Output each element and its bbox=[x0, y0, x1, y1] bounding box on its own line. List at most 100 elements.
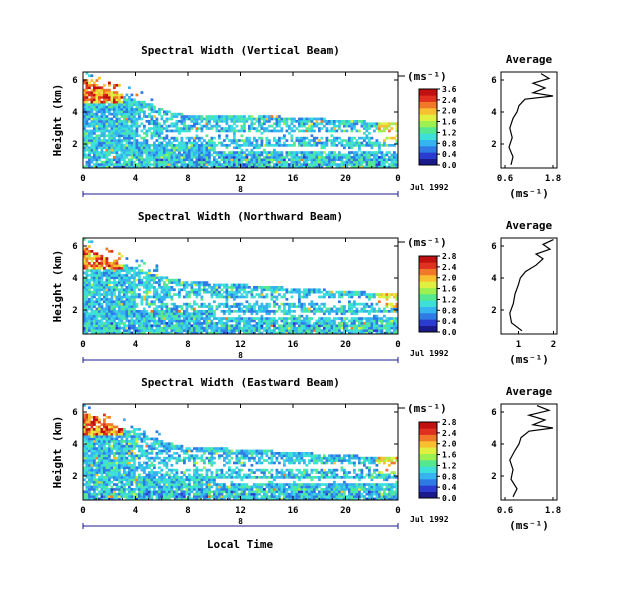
average-title: Average bbox=[506, 53, 553, 66]
x-tick-label: 16 bbox=[288, 340, 299, 350]
colorbar-swatch bbox=[419, 287, 437, 295]
colorbar-swatch bbox=[419, 428, 437, 435]
colorbar-tick-label: 2.0 bbox=[442, 440, 457, 449]
colorbar-tick-label: 0.8 bbox=[442, 472, 457, 481]
date-label: Jul 1992 bbox=[410, 515, 449, 524]
colorbar-swatch bbox=[419, 133, 437, 140]
colorbar-swatch bbox=[419, 268, 437, 276]
colorbar-swatch bbox=[419, 491, 437, 499]
x-tick-label: 0 bbox=[395, 506, 400, 516]
average-x-label: (ms⁻¹) bbox=[509, 187, 549, 200]
colorbar-tick-label: 1.2 bbox=[442, 461, 457, 470]
average-x-label: (ms⁻¹) bbox=[509, 353, 549, 366]
date-label: Jul 1992 bbox=[410, 183, 449, 192]
colorbar-swatch bbox=[419, 325, 437, 333]
colorbar-swatch bbox=[419, 139, 437, 147]
colorbar-swatch bbox=[419, 158, 437, 166]
average-y-tick-label: 6 bbox=[491, 408, 496, 418]
y-axis-label: Height (km) bbox=[51, 250, 64, 323]
y-axis-label: Height (km) bbox=[51, 416, 64, 489]
x-tick-label: 4 bbox=[133, 506, 139, 516]
colorbar-tick-label: 1.6 bbox=[442, 118, 457, 127]
colorbar-tick-label: 1.2 bbox=[442, 295, 457, 304]
colorbar-swatch bbox=[419, 447, 437, 454]
average-y-tick-label: 2 bbox=[491, 140, 496, 150]
average-x-label: (ms⁻¹) bbox=[509, 519, 549, 532]
colorbar-swatch bbox=[419, 479, 437, 486]
y-tick-label: 6 bbox=[72, 408, 77, 418]
colorbar-tick-label: 2.8 bbox=[442, 418, 457, 427]
x-tick-label: 4 bbox=[133, 340, 139, 350]
colorbar-unit: (ms⁻¹) bbox=[407, 236, 447, 249]
x-tick-label: 20 bbox=[340, 174, 351, 184]
colorbar-tick-label: 2.4 bbox=[442, 429, 457, 438]
colorbar-frame bbox=[418, 421, 438, 499]
colorbar-swatch bbox=[419, 313, 437, 320]
panel-1: Spectral Width (Vertical Beam)0 4 8 12 16 20 0… bbox=[51, 44, 561, 200]
average-x-tick-label: 1.8 bbox=[545, 174, 561, 184]
panels: Spectral Width (Vertical Beam)0 4 8 12 16 20 0… bbox=[51, 44, 561, 532]
average-y-tick-label: 4 bbox=[491, 274, 497, 284]
y-tick-label: 4 bbox=[72, 108, 78, 118]
y-tick-label: 2 bbox=[72, 472, 77, 482]
average-x-tick-label: 1.8 bbox=[545, 506, 561, 516]
colorbar-tick-label: 1.2 bbox=[442, 128, 457, 137]
x-tick-label: 0 bbox=[395, 174, 400, 184]
x-tick-label: 16 bbox=[288, 174, 299, 184]
x-tick-label: 8 bbox=[185, 506, 190, 516]
y-tick-label: 6 bbox=[72, 76, 77, 86]
y-tick-label: 4 bbox=[72, 274, 78, 284]
colorbar-swatch bbox=[419, 466, 437, 473]
colorbar-unit: (ms⁻¹) bbox=[407, 402, 447, 415]
colorbar-tick-label: 0.4 bbox=[442, 150, 457, 159]
colorbar-swatch bbox=[419, 472, 437, 480]
colorbar-tick-label: 0.0 bbox=[442, 328, 457, 337]
y-tick-label: 2 bbox=[72, 140, 77, 150]
average-x-tick-label: 0.6 bbox=[497, 506, 513, 516]
average-frame bbox=[500, 71, 558, 169]
colorbar-swatch bbox=[419, 127, 437, 134]
average-x-tick-label: 2 bbox=[551, 340, 556, 350]
colorbar-swatch bbox=[419, 101, 437, 109]
colorbar-tick-label: 2.0 bbox=[442, 274, 457, 283]
x-tick-label: 0 bbox=[80, 340, 85, 350]
day-marker-label: 8 bbox=[238, 517, 243, 526]
colorbar-tick-label: 0.8 bbox=[442, 306, 457, 315]
day-marker-label: 8 bbox=[238, 185, 243, 194]
x-tick-label: 12 bbox=[235, 506, 246, 516]
colorbar-swatch bbox=[419, 256, 437, 263]
colorbar-tick-label: 2.4 bbox=[442, 96, 457, 105]
average-x-tick-label: 0.6 bbox=[497, 174, 513, 184]
y-tick-label: 4 bbox=[72, 440, 78, 450]
date-label: Jul 1992 bbox=[410, 349, 449, 358]
heatmap-cells bbox=[83, 238, 399, 335]
average-y-tick-label: 2 bbox=[491, 472, 496, 482]
colorbar-tick-label: 3.6 bbox=[442, 85, 457, 94]
colorbar-tick-label: 1.6 bbox=[442, 285, 457, 294]
x-tick-label: 0 bbox=[80, 506, 85, 516]
colorbar-swatch bbox=[419, 108, 437, 115]
average-y-tick-label: 4 bbox=[491, 440, 497, 450]
average-profile-line bbox=[508, 73, 554, 165]
colorbar-tick-label: 2.4 bbox=[442, 263, 457, 272]
colorbar-swatch bbox=[419, 441, 437, 448]
chart-title: Spectral Width (Vertical Beam) bbox=[141, 44, 340, 57]
colorbar-tick-label: 2.8 bbox=[442, 252, 457, 261]
average-y-tick-label: 6 bbox=[491, 242, 496, 252]
x-axis-label: Local Time bbox=[207, 538, 274, 551]
colorbar-swatch bbox=[419, 146, 437, 153]
colorbar-swatch bbox=[419, 95, 437, 102]
panel-3: Spectral Width (Eastward Beam)0 4 8 12 16 20 0… bbox=[51, 376, 561, 532]
colorbar-swatch bbox=[419, 434, 437, 442]
heatmap-cells bbox=[83, 72, 399, 169]
average-y-tick-label: 6 bbox=[491, 76, 496, 86]
heatmap-cells bbox=[83, 404, 399, 501]
colorbar-tick-label: 2.0 bbox=[442, 107, 457, 116]
x-tick-label: 8 bbox=[185, 340, 190, 350]
average-profile-line bbox=[509, 239, 554, 332]
colorbar-swatch bbox=[419, 422, 437, 429]
colorbar-tick-label: 0.4 bbox=[442, 483, 457, 492]
average-y-tick-label: 2 bbox=[491, 306, 496, 316]
colorbar-swatch bbox=[419, 275, 437, 282]
